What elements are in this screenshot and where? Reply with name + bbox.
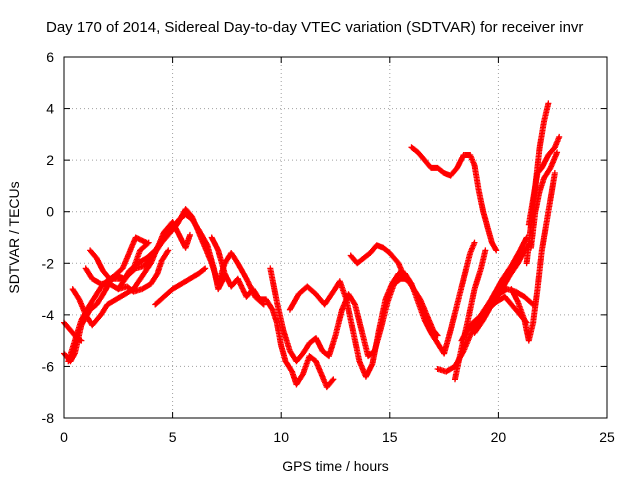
- series-arc-9: [208, 234, 337, 391]
- data-points: [473, 234, 530, 329]
- series-arc-11: [286, 270, 448, 380]
- x-tick-label: 25: [599, 429, 615, 445]
- data-points: [115, 206, 267, 308]
- y-tick-label: 4: [46, 101, 54, 117]
- data-points: [286, 270, 448, 380]
- series-arc-15: [441, 239, 478, 357]
- series-arc-13: [408, 144, 500, 254]
- x-tick-label: 0: [60, 429, 68, 445]
- data-points: [208, 234, 337, 391]
- y-tick-label: -2: [42, 255, 55, 271]
- series-arc-8: [152, 265, 209, 308]
- y-tick-label: -4: [42, 307, 55, 323]
- data-points: [152, 265, 209, 308]
- series-arc-12: [347, 242, 415, 287]
- x-tick-label: 15: [382, 429, 398, 445]
- data-points: [525, 133, 563, 228]
- y-tick-label: 6: [46, 49, 54, 65]
- x-tick-label: 5: [169, 429, 177, 445]
- series-arc-19: [473, 234, 530, 329]
- data-points: [508, 170, 558, 344]
- data-points: [347, 242, 415, 287]
- series-arc-23: [528, 149, 561, 251]
- y-tick-label: 2: [46, 152, 54, 168]
- data-points: [471, 239, 534, 336]
- series-arc-7: [115, 206, 267, 308]
- x-tick-label: 10: [273, 429, 289, 445]
- series-arc-5: [82, 247, 172, 295]
- data-series: [61, 100, 563, 391]
- y-tick-label: 0: [46, 204, 54, 220]
- series-arc-20: [508, 170, 558, 344]
- x-tick-label: 20: [491, 429, 507, 445]
- data-points: [408, 144, 500, 254]
- chart-title: Day 170 of 2014, Sidereal Day-to-day VTE…: [46, 19, 583, 36]
- data-points: [441, 239, 478, 357]
- x-axis-label: GPS time / hours: [282, 458, 389, 474]
- y-tick-label: -6: [42, 358, 55, 374]
- tick-labels: 0 5 10 15 20 25 -8 -6 -4 -2 0 2 4 6: [42, 49, 615, 445]
- series-arc-22: [525, 133, 563, 228]
- y-axis-label: SDTVAR / TECUs: [6, 181, 22, 293]
- data-points: [82, 247, 172, 295]
- data-points: [528, 149, 561, 251]
- plot-frame: [63, 56, 608, 419]
- series-arc-18: [471, 239, 534, 336]
- y-tick-label: -8: [42, 410, 55, 426]
